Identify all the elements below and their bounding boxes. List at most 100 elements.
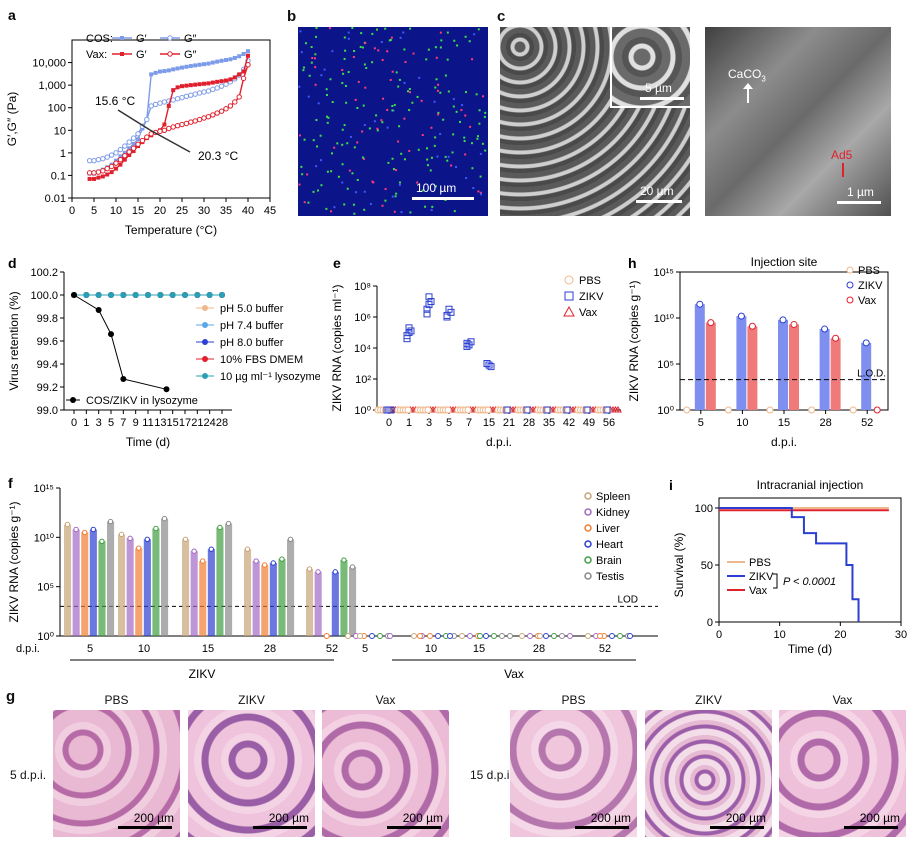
fluorescence-dots bbox=[298, 27, 487, 215]
y-tick-label: 10,000 bbox=[32, 58, 66, 70]
fluorescent-spot bbox=[478, 109, 481, 112]
plot-frame bbox=[71, 39, 271, 199]
data-point bbox=[135, 141, 141, 147]
zikv-point bbox=[583, 406, 591, 414]
data-point bbox=[196, 90, 203, 96]
scale-bar-label: 200 µm bbox=[725, 811, 766, 825]
fluorescent-spot bbox=[343, 36, 346, 39]
data-point bbox=[127, 153, 132, 158]
x-tick-label: 5 bbox=[108, 417, 114, 429]
data-point bbox=[104, 165, 110, 172]
y-tick-label: 0.01 bbox=[45, 193, 66, 205]
data-point bbox=[210, 86, 216, 93]
y-tick-label: 50 bbox=[701, 560, 713, 572]
fluorescent-spot bbox=[464, 153, 467, 156]
zikv-point bbox=[543, 406, 551, 414]
x-tick-label: 11 bbox=[142, 417, 153, 429]
fluorescent-spot bbox=[341, 82, 344, 85]
fluorescent-spot bbox=[331, 101, 334, 104]
fluorescent-spot bbox=[326, 121, 329, 124]
data-point bbox=[158, 69, 162, 74]
fluorescent-spot bbox=[315, 119, 318, 122]
data-point bbox=[459, 633, 465, 639]
fluorescent-spot bbox=[364, 86, 367, 89]
fluorescent-spot bbox=[298, 85, 301, 88]
fluorescent-spot bbox=[455, 165, 458, 168]
tissue-bar bbox=[118, 534, 126, 636]
fluorescent-spot bbox=[476, 137, 479, 140]
annotation-arrow bbox=[149, 129, 191, 153]
vax-point bbox=[614, 406, 622, 413]
fluorescent-spot bbox=[302, 69, 305, 72]
fluorescent-spot bbox=[463, 136, 466, 139]
fluorescent-spot bbox=[323, 68, 326, 71]
fluorescent-spot bbox=[319, 134, 322, 137]
fluorescent-spot bbox=[435, 78, 438, 81]
data-point bbox=[537, 633, 543, 639]
data-point bbox=[246, 49, 250, 54]
fluorescent-spot bbox=[391, 105, 394, 108]
legend-label: ZIKV bbox=[579, 291, 604, 303]
data-point bbox=[188, 119, 194, 125]
panel-f-label: f bbox=[8, 475, 13, 491]
data-point bbox=[104, 154, 110, 160]
fluorescent-spot bbox=[459, 120, 462, 123]
data-point bbox=[95, 156, 102, 163]
data-point bbox=[228, 77, 233, 82]
y-tick-label: 100.2 bbox=[30, 267, 58, 279]
fluorescent-spot bbox=[468, 40, 471, 43]
scale-bar-label: 20 µm bbox=[640, 184, 674, 198]
data-point bbox=[109, 170, 114, 175]
data-point bbox=[237, 72, 242, 77]
legend-label: G″ bbox=[184, 33, 197, 45]
panel-i-survival-chart: i Intracranial injection 0 50 100 0 10 20 30 Time… bbox=[669, 477, 907, 656]
data-point bbox=[627, 633, 633, 639]
x-tick-label: 3 bbox=[96, 417, 102, 429]
fluorescent-spot bbox=[395, 192, 398, 195]
fluorescent-spot bbox=[421, 189, 424, 192]
fluorescent-spot bbox=[347, 71, 350, 74]
data-point bbox=[543, 633, 549, 639]
x-tick-label: 15 bbox=[167, 417, 179, 429]
pbs-point bbox=[724, 406, 732, 414]
fluorescent-spot bbox=[439, 91, 442, 94]
x-tick-label-zikv: 10 bbox=[138, 643, 150, 655]
legend-label: Vax bbox=[579, 307, 598, 319]
he-image-vax-5dpi: 200 µm bbox=[322, 710, 449, 837]
data-point bbox=[183, 93, 190, 100]
fluorescent-spot bbox=[337, 175, 340, 178]
he-title-pbs-15: PBS bbox=[561, 693, 586, 707]
y-tick-label: 10 bbox=[54, 125, 66, 137]
x-tick-label-vax: 15 bbox=[473, 643, 485, 655]
he-image-pbs-5dpi: 200 µm bbox=[53, 710, 180, 837]
legend-marker bbox=[167, 35, 173, 41]
data-point bbox=[182, 536, 189, 543]
fluorescent-spot bbox=[376, 129, 379, 132]
legend-label: PBS bbox=[749, 557, 771, 569]
data-point bbox=[210, 60, 215, 65]
fluorescent-spot bbox=[475, 93, 478, 96]
data-point bbox=[244, 546, 251, 552]
fluorescent-spot bbox=[381, 204, 384, 207]
y-tick-label: 10⁶ bbox=[354, 312, 371, 324]
legend-label: Liver bbox=[596, 523, 620, 535]
x-tick-label: 52 bbox=[861, 417, 873, 429]
tissue-bar bbox=[225, 523, 233, 636]
fluorescent-spot bbox=[329, 78, 332, 81]
data-point bbox=[232, 99, 238, 105]
zikv-bar bbox=[861, 342, 872, 410]
data-point bbox=[122, 150, 127, 155]
data-point bbox=[100, 174, 105, 179]
caco3-arrow bbox=[747, 87, 749, 103]
tissue-bar bbox=[190, 551, 198, 636]
fluorescent-spot bbox=[380, 119, 383, 122]
fluorescent-spot bbox=[482, 95, 485, 98]
legend-label: G″ bbox=[184, 49, 197, 61]
scale-bar-label: 200 µm bbox=[268, 811, 309, 825]
data-point bbox=[241, 51, 246, 56]
data-point bbox=[122, 143, 128, 149]
pbs-point bbox=[808, 406, 816, 414]
fluorescent-spot bbox=[439, 46, 442, 49]
fluorescent-spot bbox=[391, 109, 394, 112]
data-point bbox=[345, 633, 351, 639]
